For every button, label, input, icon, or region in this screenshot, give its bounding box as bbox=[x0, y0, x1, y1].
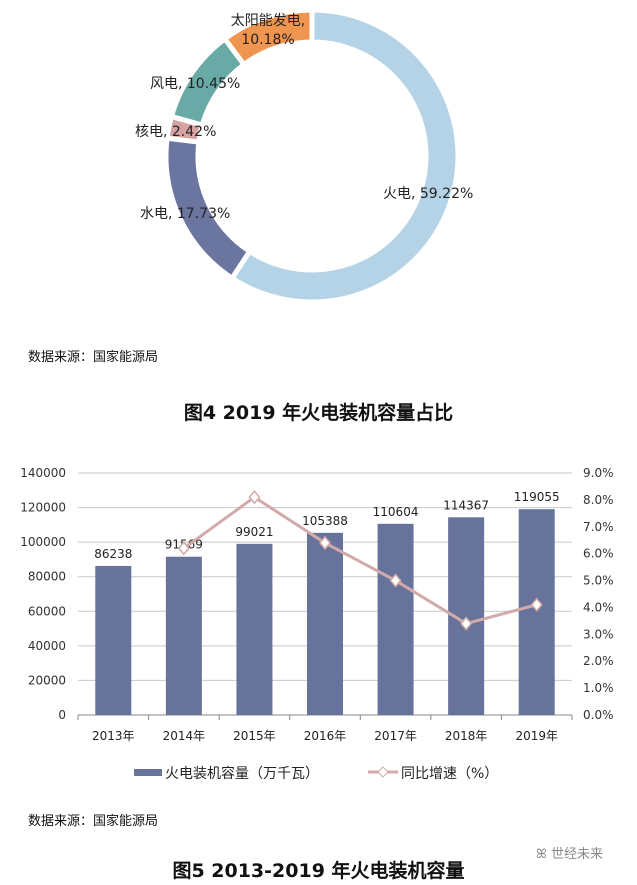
y-tick-label: 100000 bbox=[20, 535, 66, 549]
figure-4-caption: 图4 2019 年火电装机容量占比 bbox=[183, 402, 454, 424]
y-tick-label: 120000 bbox=[20, 501, 66, 515]
y2-tick-label: 3.0% bbox=[583, 627, 614, 641]
x-tick-label: 2016年 bbox=[304, 729, 347, 743]
donut-label-2: 核电, 2.42% bbox=[135, 124, 216, 140]
bar-2017年 bbox=[377, 523, 414, 715]
donut-label-4: 10.18% bbox=[241, 32, 294, 48]
y2-tick-label: 7.0% bbox=[583, 520, 614, 534]
y2-tick-label: 9.0% bbox=[583, 466, 614, 480]
donut-slice-4 bbox=[221, 7, 315, 69]
growth-marker bbox=[389, 573, 402, 588]
x-tick-label: 2018年 bbox=[445, 729, 488, 743]
legend-bar-swatch bbox=[134, 769, 162, 776]
watermark-text: 世经未来 bbox=[550, 847, 603, 862]
bar-value-label: 86238 bbox=[94, 547, 132, 561]
y2-tick-label: 6.0% bbox=[583, 547, 614, 561]
donut-slice-0 bbox=[228, 7, 461, 305]
y2-tick-label: 0.0% bbox=[583, 708, 614, 722]
figure-5-caption: 图5 2013-2019 年火电装机容量 bbox=[172, 860, 465, 882]
bar-value-label: 105388 bbox=[302, 514, 348, 528]
y-tick-label: 140000 bbox=[20, 466, 66, 480]
x-tick-label: 2015年 bbox=[233, 729, 276, 743]
bar-2015年 bbox=[236, 543, 273, 715]
x-tick-label: 2014年 bbox=[163, 729, 206, 743]
legend-line-label: 同比增速（%） bbox=[401, 766, 498, 782]
growth-marker bbox=[460, 616, 473, 631]
bar-2014年 bbox=[165, 556, 202, 715]
watermark: ꕤ 世经未来 bbox=[536, 843, 603, 862]
y2-tick-label: 8.0% bbox=[583, 493, 614, 507]
source-note-2: 数据来源：国家能源局 bbox=[28, 814, 159, 829]
growth-marker bbox=[248, 490, 261, 505]
y-tick-label: 0 bbox=[58, 708, 66, 722]
source-note-1: 数据来源：国家能源局 bbox=[28, 350, 159, 365]
bar-2019年 bbox=[518, 509, 555, 715]
donut-label-3: 风电, 10.45% bbox=[150, 76, 240, 92]
y2-tick-label: 5.0% bbox=[583, 574, 614, 588]
growth-marker bbox=[319, 535, 331, 551]
bar-value-label: 99021 bbox=[235, 525, 273, 539]
donut-label-0: 火电, 59.22% bbox=[383, 186, 473, 202]
x-tick-label: 2013年 bbox=[92, 729, 135, 743]
legend-line-marker bbox=[377, 766, 389, 778]
bar-value-label: 119055 bbox=[514, 490, 560, 504]
growth-marker bbox=[530, 597, 543, 612]
wechat-icon: ꕤ bbox=[536, 847, 547, 862]
donut-chart: 火电, 59.22% 水电, 17.73% 核电, 2.42% 风电, 10.45% 太… bbox=[135, 7, 473, 305]
donut-label-4: 太阳能发电, bbox=[231, 13, 305, 29]
legend-bar-label: 火电装机容量（万千瓦） bbox=[165, 765, 319, 782]
growth-marker bbox=[177, 541, 190, 556]
bar-2013年 bbox=[95, 565, 132, 715]
bar-2016年 bbox=[307, 532, 343, 715]
y2-tick-label: 2.0% bbox=[583, 654, 614, 668]
y2-tick-label: 4.0% bbox=[583, 600, 614, 614]
bar-value-label: 114367 bbox=[443, 498, 489, 512]
y2-tick-label: 1.0% bbox=[583, 681, 614, 695]
growth-line bbox=[182, 495, 538, 626]
y-tick-label: 40000 bbox=[28, 639, 66, 653]
x-tick-label: 2017年 bbox=[374, 729, 417, 743]
y-tick-label: 80000 bbox=[28, 570, 66, 584]
x-tick-label: 2019年 bbox=[515, 729, 558, 743]
y-tick-label: 20000 bbox=[28, 673, 66, 687]
donut-label-1: 水电, 17.73% bbox=[140, 206, 230, 222]
y-tick-label: 60000 bbox=[28, 604, 66, 618]
bar-value-label: 110604 bbox=[373, 505, 419, 519]
